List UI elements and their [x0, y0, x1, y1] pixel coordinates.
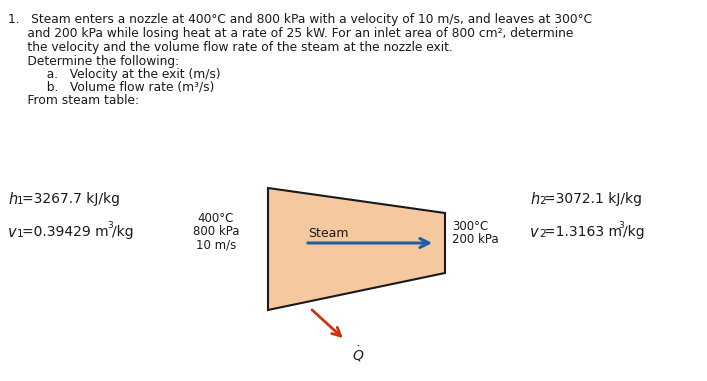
Text: Steam: Steam	[308, 227, 349, 240]
Text: 1: 1	[17, 229, 23, 239]
Text: the velocity and the volume flow rate of the steam at the nozzle exit.: the velocity and the volume flow rate of…	[8, 41, 453, 54]
Text: /kg: /kg	[623, 225, 645, 239]
Text: 10 m/s: 10 m/s	[196, 238, 236, 251]
Text: v: v	[530, 225, 539, 240]
Text: 400°C: 400°C	[198, 212, 234, 225]
Text: 2: 2	[539, 229, 546, 239]
Text: =1.3163 m: =1.3163 m	[544, 225, 622, 239]
Text: =0.39429 m: =0.39429 m	[22, 225, 109, 239]
Text: 300°C: 300°C	[452, 220, 489, 233]
Text: and 200 kPa while losing heat at a rate of 25 kW. For an inlet area of 800 cm², : and 200 kPa while losing heat at a rate …	[8, 27, 573, 40]
Text: b.   Volume flow rate (m³/s): b. Volume flow rate (m³/s)	[8, 81, 214, 94]
Text: 3: 3	[618, 221, 624, 230]
Text: Determine the following:: Determine the following:	[8, 55, 179, 68]
Text: 3: 3	[107, 221, 112, 230]
Text: From steam table:: From steam table:	[8, 94, 139, 107]
Text: $\dot{Q}$: $\dot{Q}$	[352, 344, 364, 364]
Text: h: h	[530, 192, 539, 207]
Text: 1: 1	[17, 196, 23, 206]
Text: /kg: /kg	[112, 225, 134, 239]
Text: =3267.7 kJ/kg: =3267.7 kJ/kg	[22, 192, 120, 206]
Text: 200 kPa: 200 kPa	[452, 233, 498, 246]
Text: 1.   Steam enters a nozzle at 400°C and 800 kPa with a velocity of 10 m/s, and l: 1. Steam enters a nozzle at 400°C and 80…	[8, 13, 592, 26]
Text: h: h	[8, 192, 17, 207]
Polygon shape	[268, 188, 445, 310]
Text: 800 kPa: 800 kPa	[193, 225, 239, 238]
Text: a.   Velocity at the exit (m/s): a. Velocity at the exit (m/s)	[8, 68, 221, 81]
Text: v: v	[8, 225, 17, 240]
Text: =3072.1 kJ/kg: =3072.1 kJ/kg	[544, 192, 642, 206]
Text: 2: 2	[539, 196, 546, 206]
